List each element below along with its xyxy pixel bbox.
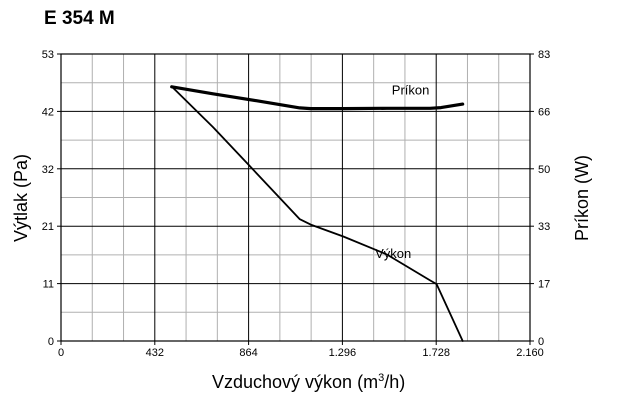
minor-grid bbox=[61, 54, 530, 341]
x-tick-label: 864 bbox=[239, 347, 257, 359]
y-left-tick-label: 0 bbox=[48, 336, 54, 348]
y-left-axis-ticks: 0 11 21 32 42 53 bbox=[42, 49, 61, 348]
y-right-tick-label: 33 bbox=[538, 221, 550, 233]
series-line-prikon bbox=[170, 85, 465, 111]
x-tick-label: 432 bbox=[146, 347, 164, 359]
y-right-tick-label: 0 bbox=[538, 336, 544, 348]
y-left-tick-label: 21 bbox=[42, 221, 54, 233]
x-axis-label-unit-tail: /h) bbox=[384, 372, 406, 392]
x-axis-label: Vzduchový výkon (m3/h) bbox=[212, 372, 405, 393]
y-right-axis-label: Príkon (W) bbox=[572, 155, 592, 241]
x-axis-ticks: 0 432 864 1.296 1.728 2.160 bbox=[58, 341, 544, 359]
y-right-axis-ticks: 0 17 33 50 66 83 bbox=[530, 49, 550, 348]
y-left-tick-label: 11 bbox=[43, 279, 54, 291]
series-labels: Výkon Príkon bbox=[375, 82, 429, 261]
series-line-vykon bbox=[170, 85, 464, 342]
x-tick-label: 2.160 bbox=[516, 347, 544, 359]
x-axis-label-main: Vzduchový výkon (m bbox=[212, 372, 379, 392]
y-left-tick-label: 42 bbox=[42, 106, 54, 118]
x-axis-label-exponent: 3 bbox=[378, 372, 385, 384]
y-right-tick-label: 66 bbox=[538, 106, 550, 118]
y-right-tick-label: 83 bbox=[538, 49, 550, 61]
y-left-tick-label: 32 bbox=[42, 164, 54, 176]
x-tick-label: 1.296 bbox=[329, 347, 357, 359]
x-tick-label: 0 bbox=[58, 347, 64, 359]
series-label-vykon: Výkon bbox=[375, 246, 411, 261]
y-left-axis-label: Výtlak (Pa) bbox=[11, 154, 31, 242]
y-right-tick-label: 17 bbox=[538, 279, 550, 291]
series-label-prikon: Príkon bbox=[392, 82, 430, 97]
plot-frame bbox=[60, 53, 531, 342]
series-lines bbox=[170, 85, 465, 342]
chart-title: E 354 M bbox=[44, 8, 115, 29]
y-left-tick-label: 53 bbox=[42, 49, 54, 61]
x-tick-label: 1.728 bbox=[422, 347, 450, 359]
major-grid bbox=[61, 54, 530, 341]
y-right-tick-label: 50 bbox=[538, 164, 550, 176]
